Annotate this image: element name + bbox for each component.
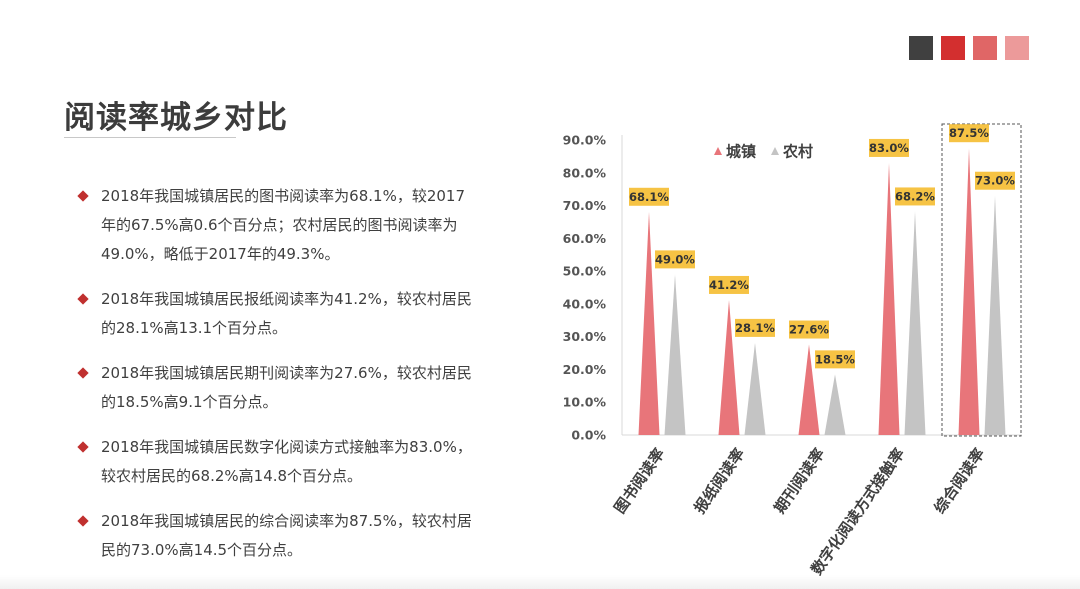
data-label-bg	[869, 138, 909, 157]
data-label: 41.2%	[709, 278, 749, 292]
data-label-bg	[815, 350, 855, 369]
bullet-item: 2018年我国城镇居民数字化阅读方式接触率为83.0%，较农村居民的68.2%高…	[77, 433, 478, 491]
data-label-bg	[735, 318, 775, 337]
data-label-bg	[655, 250, 695, 269]
y-tick-label: 0.0%	[571, 428, 606, 443]
bar-triangle	[824, 374, 846, 435]
bar-triangle	[744, 342, 766, 435]
data-label: 68.2%	[895, 189, 935, 203]
bottom-shadow	[0, 575, 1080, 589]
bullet-text: 2018年我国城镇居民期刊阅读率为27.6%，较农村居民的18.5%高9.1个百…	[101, 364, 472, 411]
x-tick-label: 数字化阅读方式接触率	[807, 445, 908, 578]
diamond-bullet-icon	[77, 190, 89, 202]
bullet-text: 2018年我国城镇居民报纸阅读率为41.2%，较农村居民的28.1%高13.1个…	[101, 290, 472, 337]
data-label: 68.1%	[629, 190, 669, 204]
data-label-bg	[789, 320, 829, 339]
reading-rate-chart: 0.0% 10.0% 20.0% 30.0% 40.0% 50.0% 60.0% 70.0% 8…	[563, 123, 1022, 578]
bullet-item: 2018年我国城镇居民报纸阅读率为41.2%，较农村居民的28.1%高13.1个…	[77, 285, 478, 343]
bullet-item: 2018年我国城镇居民的综合阅读率为87.5%，较农村居民的73.0%高14.5…	[77, 507, 478, 565]
diamond-bullet-icon	[77, 515, 89, 527]
data-label: 73.0%	[975, 174, 1015, 188]
bar-triangle	[984, 195, 1006, 435]
data-label-bg	[895, 187, 935, 206]
swatch-pink	[1005, 36, 1029, 60]
bar-triangle	[878, 162, 900, 435]
swatch-dark	[909, 36, 933, 60]
y-tick-label: 20.0%	[563, 362, 607, 377]
bar-triangle	[798, 344, 820, 435]
highlight-box	[941, 123, 1022, 437]
bullet-item: 2018年我国城镇居民的图书阅读率为68.1%，较2017年的67.5%高0.6…	[77, 182, 478, 269]
data-label-bg	[949, 124, 989, 143]
legend-marker	[714, 147, 722, 155]
y-tick-label: 80.0%	[563, 165, 607, 180]
data-label: 28.1%	[735, 321, 775, 335]
page-title: 阅读率城乡对比	[64, 100, 288, 136]
y-tick-label: 10.0%	[563, 395, 607, 410]
bar-triangle	[664, 274, 686, 435]
x-tick-label: 图书阅读率	[611, 445, 669, 517]
legend-marker	[771, 147, 779, 155]
data-label-bg	[975, 171, 1015, 190]
legend: 城镇 农村	[714, 143, 813, 161]
data-label: 87.5%	[949, 126, 989, 140]
x-tick-label: 综合阅读率	[931, 445, 989, 517]
bar-triangle	[958, 148, 980, 435]
color-swatches	[909, 36, 1029, 60]
swatch-light-red	[973, 36, 997, 60]
data-label-bg	[709, 275, 749, 294]
bar-triangle	[638, 211, 660, 435]
y-tick-label: 90.0%	[563, 133, 607, 148]
y-tick-label: 30.0%	[563, 329, 607, 344]
y-tick-label: 50.0%	[563, 264, 607, 279]
bullet-text: 2018年我国城镇居民的综合阅读率为87.5%，较农村居民的73.0%高14.5…	[101, 512, 472, 559]
legend-label: 农村	[782, 143, 813, 161]
diamond-bullet-icon	[77, 441, 89, 453]
data-label-bg	[629, 187, 669, 206]
bullet-text: 2018年我国城镇居民的图书阅读率为68.1%，较2017年的67.5%高0.6…	[101, 187, 466, 263]
diamond-bullet-icon	[77, 293, 89, 305]
y-tick-label: 60.0%	[563, 231, 607, 246]
swatch-red	[941, 36, 965, 60]
data-label: 18.5%	[815, 352, 855, 366]
y-tick-label: 40.0%	[563, 296, 607, 311]
x-tick-label: 报纸阅读率	[691, 445, 749, 517]
bullet-text: 2018年我国城镇居民数字化阅读方式接触率为83.0%，较农村居民的68.2%高…	[101, 438, 472, 485]
bar-triangle	[904, 211, 926, 435]
data-label: 27.6%	[789, 323, 829, 337]
x-tick-label: 期刊阅读率	[771, 445, 829, 517]
legend-label: 城镇	[726, 143, 756, 161]
data-label: 83.0%	[869, 141, 909, 155]
bullet-item: 2018年我国城镇居民期刊阅读率为27.6%，较农村居民的18.5%高9.1个百…	[77, 359, 478, 417]
title-underline	[64, 137, 236, 138]
y-tick-label: 70.0%	[563, 198, 607, 213]
diamond-bullet-icon	[77, 367, 89, 379]
data-label: 49.0%	[655, 252, 695, 266]
bullet-list: 2018年我国城镇居民的图书阅读率为68.1%，较2017年的67.5%高0.6…	[77, 182, 478, 581]
bar-triangle	[718, 299, 740, 435]
